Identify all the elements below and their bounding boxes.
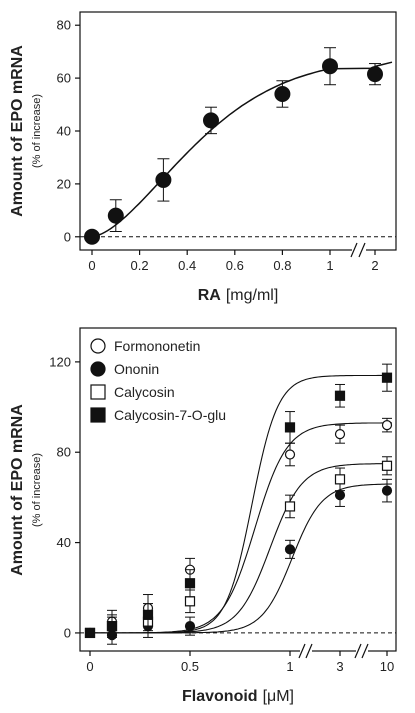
legend-label: Formononetin xyxy=(114,338,200,354)
flavonoid-legend: Formononetin Ononin Calycosin Calycosin-7-O… xyxy=(90,338,226,423)
legend-marker xyxy=(90,361,106,377)
legend-label: Calycosin xyxy=(114,384,175,400)
flavonoid-data-point xyxy=(284,422,296,433)
ra-y-tick-label: 0 xyxy=(64,229,71,244)
flavonoid-y-axis-title: Amount of EPO mRNA xyxy=(9,404,26,576)
flavonoid-y-tick-label: 80 xyxy=(57,445,71,460)
flavonoid-data-point xyxy=(334,490,346,501)
flavonoid-data-point xyxy=(334,429,346,440)
ra-data-point xyxy=(367,66,383,83)
ra-x-axis-title: RA [mg/ml] xyxy=(198,287,279,304)
flavonoid-y-tick-label: 120 xyxy=(49,354,71,369)
flavonoid-y-tick-label: 40 xyxy=(57,535,71,550)
ra-x-tick-label: 2 xyxy=(371,258,378,273)
flavonoid-data-point xyxy=(381,485,393,496)
flavonoid-fitted-curve xyxy=(90,463,392,634)
flavonoid-data-point xyxy=(142,609,154,620)
ra-y-tick-label: 20 xyxy=(57,176,71,191)
ra-data-point xyxy=(274,85,291,102)
ra-x-tick-label: 0 xyxy=(88,258,95,273)
flavonoid-x-axis-break xyxy=(298,643,369,659)
ra-y-axis-title: Amount of EPO mRNA xyxy=(9,45,26,217)
flavonoid-x-tick-label: 0.5 xyxy=(181,659,199,674)
ra-data-point xyxy=(84,228,100,245)
legend-marker xyxy=(90,338,106,354)
ra-data-point xyxy=(155,171,172,188)
ra-x-tick-label: 0.4 xyxy=(178,258,196,273)
flavonoid-data-point xyxy=(184,621,196,632)
flavonoid-y-tick-label: 0 xyxy=(64,625,71,640)
flavonoid-data-point xyxy=(334,390,346,401)
ra-y-tick-label: 60 xyxy=(57,71,71,86)
flavonoid-data-point xyxy=(334,474,346,485)
flavonoid-data-point xyxy=(381,460,393,471)
flavonoid-x-tick-label: 1 xyxy=(286,659,293,674)
flavonoid-data-point xyxy=(381,420,393,431)
flavonoid-x-axis-title: Flavonoid [μM] xyxy=(182,688,294,705)
ra-x-tick-label: 0.2 xyxy=(131,258,149,273)
legend-label: Ononin xyxy=(114,361,159,377)
legend-marker xyxy=(90,407,106,423)
flavonoid-plot-frame xyxy=(79,327,397,652)
flavonoid-y-axis-subtitle: (% of increase) xyxy=(31,453,43,527)
ra-y-tick-label: 80 xyxy=(57,18,71,33)
flavonoid-data-point xyxy=(284,501,296,512)
ra-y-tick-label: 40 xyxy=(57,124,71,139)
flavonoid-data-point xyxy=(184,578,196,589)
flavonoid-data-point xyxy=(284,449,296,460)
flavonoid-data-point xyxy=(284,544,296,555)
ra-x-axis-break xyxy=(350,242,366,258)
legend-label: Calycosin-7-O-glu xyxy=(114,407,226,423)
ra-fitted-curve xyxy=(91,61,393,238)
ra-data-point xyxy=(203,112,219,129)
flavonoid-x-tick-label: 10 xyxy=(380,659,394,674)
flavonoid-data-point xyxy=(106,621,118,632)
flavonoid-fitted-curve xyxy=(90,483,393,634)
flavonoid-data-point xyxy=(381,372,393,383)
flavonoid-fitted-curve xyxy=(90,374,392,634)
flavonoid-data-point xyxy=(84,627,96,639)
flavonoid-x-tick-label: 3 xyxy=(336,659,343,674)
ra-x-tick-label: 0.6 xyxy=(226,258,244,273)
legend-marker xyxy=(90,384,106,400)
flavonoid-fitted-curve xyxy=(90,422,392,634)
ra-data-point xyxy=(107,207,124,224)
flavonoid-chart-panel: 0 0.5 1 3 10 0 40 80 120 Formononetin Ononin Calyc… xyxy=(9,327,397,705)
ra-data-point xyxy=(322,58,338,75)
flavonoid-data-point xyxy=(184,596,196,607)
ra-y-axis-subtitle: (% of increase) xyxy=(31,94,43,168)
flavonoid-x-tick-label: 0 xyxy=(86,659,93,674)
ra-x-tick-label: 1 xyxy=(326,258,333,273)
ra-x-tick-label: 0.8 xyxy=(273,258,291,273)
